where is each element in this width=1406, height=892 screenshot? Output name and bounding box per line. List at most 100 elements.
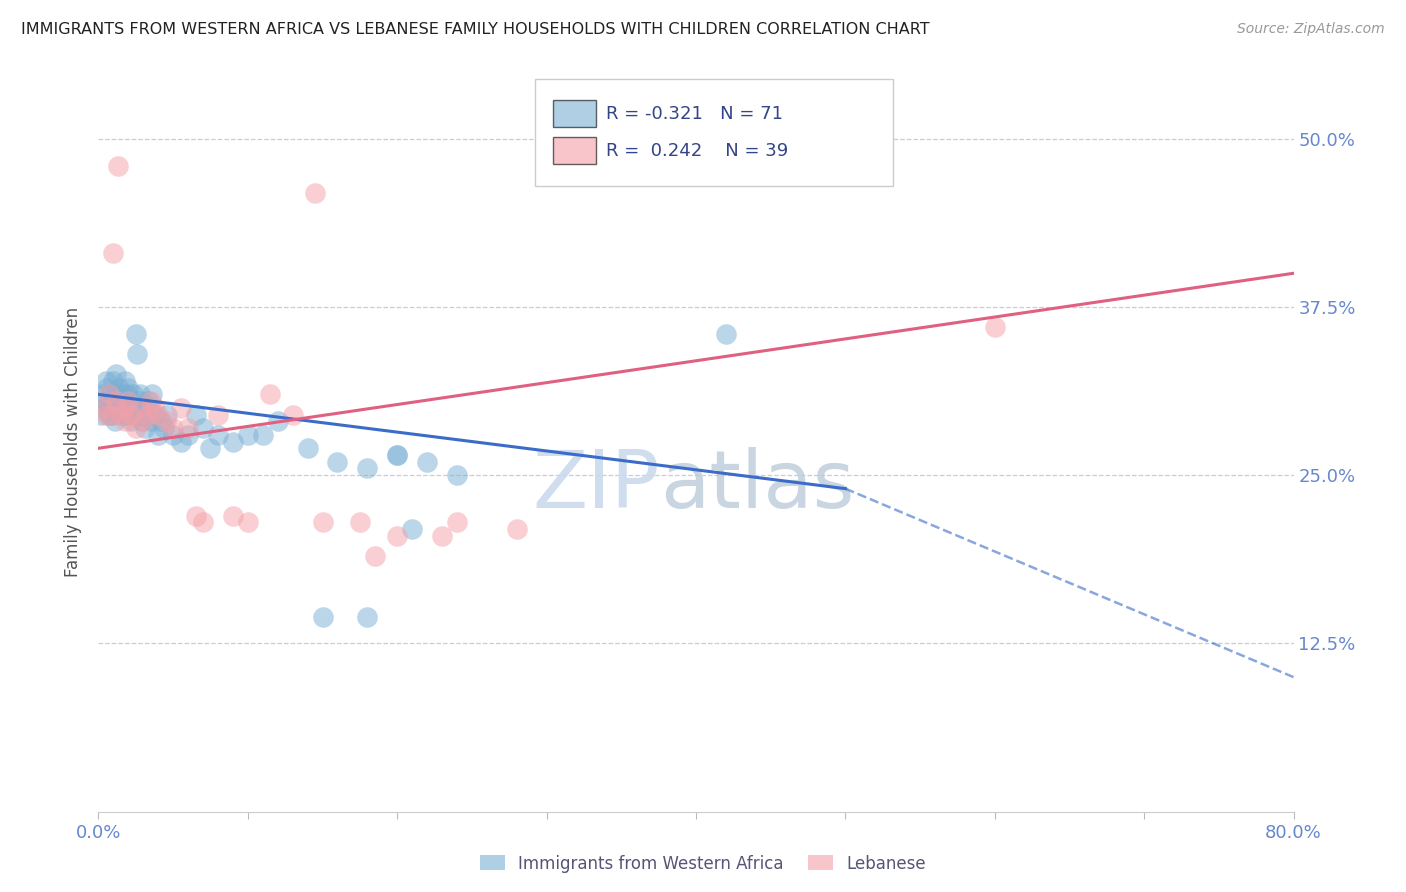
- Point: [143, 408, 166, 422]
- Point: [91, 387, 114, 401]
- Point: [297, 442, 319, 456]
- Text: R =  0.242    N = 39: R = 0.242 N = 39: [606, 142, 789, 160]
- Point: [112, 401, 135, 415]
- Point: [131, 414, 153, 428]
- Point: [121, 387, 143, 401]
- Point: [162, 421, 184, 435]
- Point: [138, 401, 160, 415]
- Point: [117, 381, 139, 395]
- Point: [207, 427, 229, 442]
- Point: [120, 408, 142, 422]
- Point: [191, 516, 214, 530]
- FancyBboxPatch shape: [534, 78, 893, 186]
- Point: [446, 516, 468, 530]
- Point: [364, 549, 387, 563]
- Point: [139, 414, 162, 428]
- Point: [114, 374, 136, 388]
- FancyBboxPatch shape: [553, 137, 596, 164]
- Point: [148, 408, 170, 422]
- Point: [136, 408, 159, 422]
- Point: [115, 387, 138, 401]
- Point: [110, 408, 132, 422]
- Point: [118, 394, 141, 409]
- Text: IMMIGRANTS FROM WESTERN AFRICA VS LEBANESE FAMILY HOUSEHOLDS WITH CHILDREN CORRE: IMMIGRANTS FROM WESTERN AFRICA VS LEBANE…: [21, 22, 929, 37]
- Point: [156, 408, 179, 422]
- Y-axis label: Family Households with Children: Family Households with Children: [65, 307, 83, 576]
- Text: R = -0.321   N = 71: R = -0.321 N = 71: [606, 104, 783, 122]
- Point: [506, 522, 529, 536]
- Point: [155, 414, 177, 428]
- Point: [132, 414, 155, 428]
- Point: [446, 468, 468, 483]
- Point: [105, 394, 128, 409]
- Point: [143, 401, 166, 415]
- Point: [125, 326, 148, 341]
- Point: [385, 529, 409, 543]
- Point: [150, 414, 173, 428]
- Point: [110, 394, 132, 409]
- Point: [356, 461, 378, 475]
- Point: [103, 374, 125, 388]
- Point: [191, 421, 214, 435]
- Point: [96, 381, 118, 395]
- Point: [94, 408, 117, 422]
- Point: [184, 408, 207, 422]
- Point: [117, 408, 139, 422]
- Point: [984, 320, 1007, 334]
- Point: [356, 609, 378, 624]
- Point: [385, 448, 409, 462]
- Point: [207, 408, 229, 422]
- Point: [97, 387, 120, 401]
- Point: [139, 394, 162, 409]
- Point: [117, 394, 139, 409]
- Point: [184, 508, 207, 523]
- Point: [125, 421, 148, 435]
- Point: [135, 408, 157, 422]
- Point: [94, 394, 117, 409]
- Point: [162, 427, 184, 442]
- Point: [177, 421, 200, 435]
- Point: [132, 408, 155, 422]
- Point: [114, 414, 136, 428]
- Text: atlas: atlas: [661, 447, 855, 525]
- Point: [97, 401, 120, 415]
- Point: [311, 516, 333, 530]
- Point: [169, 434, 191, 449]
- Point: [94, 374, 117, 388]
- Point: [104, 414, 127, 428]
- Point: [267, 414, 290, 428]
- Point: [125, 408, 148, 422]
- Point: [129, 401, 152, 415]
- Point: [385, 448, 409, 462]
- Point: [103, 394, 125, 409]
- Point: [401, 522, 423, 536]
- Point: [236, 427, 259, 442]
- Point: [112, 408, 135, 422]
- Point: [177, 427, 200, 442]
- Point: [132, 401, 155, 415]
- Point: [105, 387, 128, 401]
- Point: [120, 414, 142, 428]
- Point: [326, 455, 349, 469]
- Text: ZIP: ZIP: [533, 447, 661, 525]
- Point: [107, 159, 129, 173]
- Legend: Immigrants from Western Africa, Lebanese: Immigrants from Western Africa, Lebanese: [472, 848, 934, 880]
- Point: [108, 381, 131, 395]
- Point: [97, 408, 120, 422]
- Point: [90, 408, 112, 422]
- Point: [200, 442, 222, 456]
- Point: [259, 387, 281, 401]
- Point: [128, 394, 150, 409]
- Point: [430, 529, 453, 543]
- Point: [114, 401, 136, 415]
- Point: [105, 368, 128, 382]
- Point: [127, 347, 149, 361]
- Point: [134, 421, 156, 435]
- Point: [416, 455, 439, 469]
- Point: [311, 609, 333, 624]
- Point: [281, 408, 304, 422]
- Point: [103, 246, 125, 260]
- Point: [101, 408, 124, 422]
- Point: [107, 401, 129, 415]
- Point: [93, 401, 115, 415]
